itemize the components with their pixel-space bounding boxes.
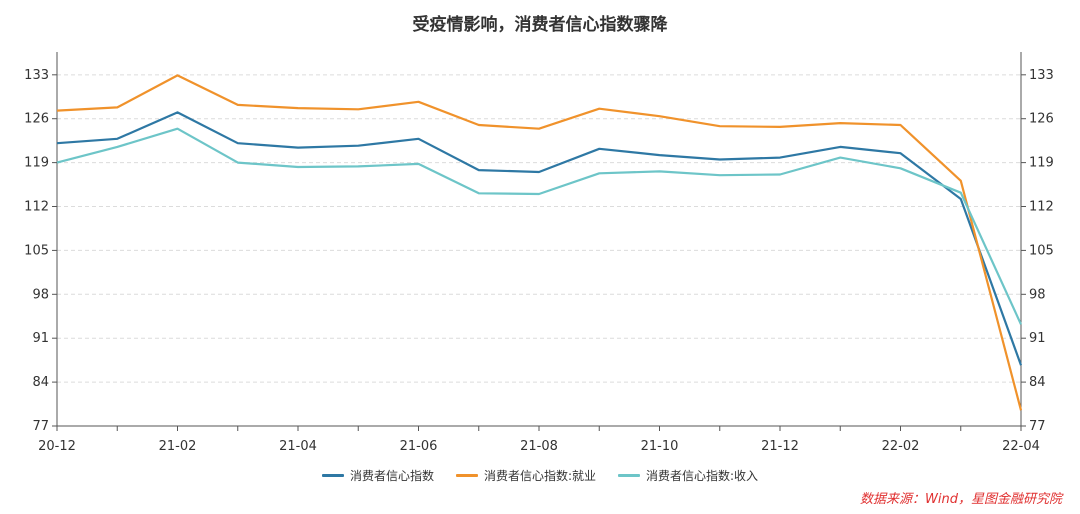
line-chart: 77 77 84 84 91 91 98 98 105 105 112 112 119 119 126 126… xyxy=(24,52,1054,454)
chart-title: 受疫情影响，消费者信心指数骤降 xyxy=(412,15,668,35)
x-tick-label: 22-02 xyxy=(882,439,920,454)
y-tick-label-right: 119 xyxy=(1029,156,1054,171)
series-line-2 xyxy=(56,74,1023,411)
y-tick-label-left: 119 xyxy=(24,156,49,171)
legend-item-2: 消费者信心指数:就业 xyxy=(455,467,596,484)
y-tick-label-left: 105 xyxy=(24,243,49,258)
series-line-3 xyxy=(56,127,1023,325)
y-tick-label-left: 98 xyxy=(32,287,49,302)
y-tick-label-right: 112 xyxy=(1029,200,1054,215)
tick-label-layer: 77 77 84 84 91 91 98 98 105 105 112 112 119 119 126 126… xyxy=(24,68,1054,454)
legend-label: 消费者信心指数:就业 xyxy=(483,469,596,483)
legend-swatch xyxy=(321,474,344,477)
y-tick-label-left: 84 xyxy=(32,375,49,390)
source-note: 数据来源：Wind，星图金融研究院 xyxy=(860,492,1062,507)
legend-swatch xyxy=(455,474,478,477)
y-tick-label-right: 77 xyxy=(1029,419,1046,434)
x-tick-label: 21-06 xyxy=(400,439,438,454)
x-tick-label: 21-12 xyxy=(761,439,799,454)
series-line-1 xyxy=(56,111,1023,366)
y-tick-label-left: 77 xyxy=(32,419,49,434)
y-tick-label-right: 105 xyxy=(1029,243,1054,258)
x-tick-label: 21-02 xyxy=(159,439,197,454)
legend: 消费者信心指数 消费者信心指数:就业 消费者信心指数:收入 xyxy=(0,467,1080,484)
y-tick-label-left: 126 xyxy=(24,112,49,127)
y-tick-label-right: 133 xyxy=(1029,68,1054,83)
x-tick-label: 20-12 xyxy=(38,439,76,454)
axis-layer xyxy=(52,52,1026,431)
y-tick-label-right: 98 xyxy=(1029,287,1046,302)
legend-item-1: 消费者信心指数 xyxy=(321,467,434,484)
y-tick-label-left: 133 xyxy=(24,68,49,83)
legend-label: 消费者信心指数:收入 xyxy=(646,469,759,483)
y-tick-label-right: 91 xyxy=(1029,331,1046,346)
legend-swatch xyxy=(618,474,640,477)
x-tick-label: 21-10 xyxy=(641,439,679,454)
y-tick-label-right: 126 xyxy=(1029,112,1054,127)
x-tick-label: 21-08 xyxy=(520,439,558,454)
series-layer xyxy=(56,74,1023,411)
legend-label: 消费者信心指数 xyxy=(349,469,434,483)
legend-item-3: 消费者信心指数:收入 xyxy=(618,467,758,484)
y-tick-label-left: 112 xyxy=(24,200,49,215)
grid-layer xyxy=(57,74,1021,383)
x-tick-label: 22-04 xyxy=(1002,439,1040,454)
y-tick-label-right: 84 xyxy=(1029,375,1046,390)
x-tick-label: 21-04 xyxy=(279,439,317,454)
y-tick-label-left: 91 xyxy=(32,331,49,346)
